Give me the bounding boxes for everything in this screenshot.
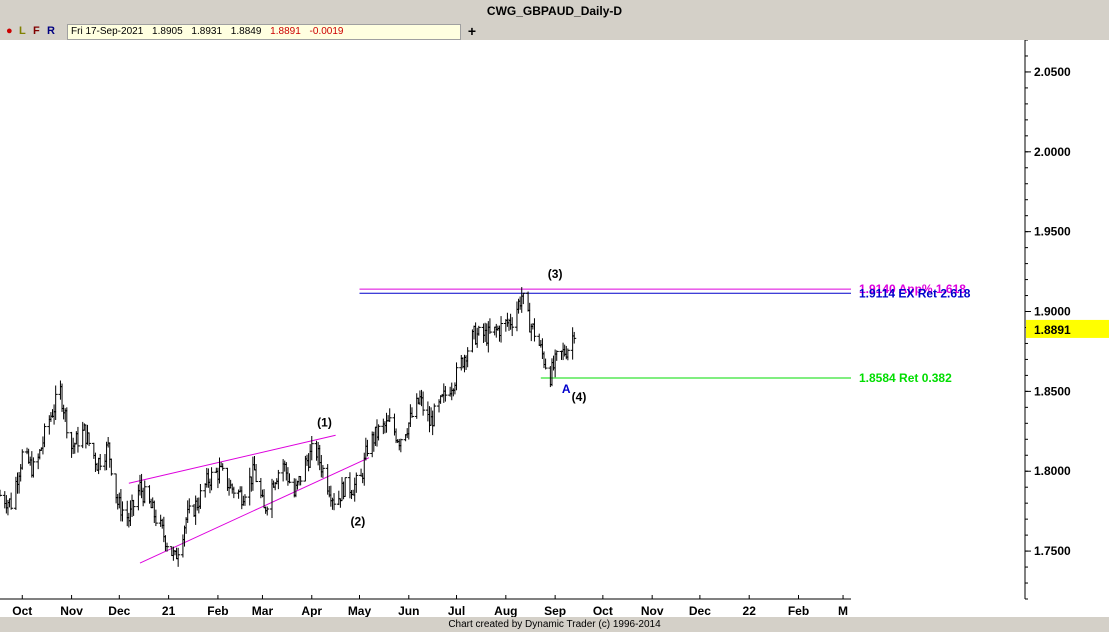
ratio-tool-button[interactable]: R <box>47 25 55 37</box>
ohlc-high: 1.8931 <box>191 26 223 37</box>
x-tick-label: 22 <box>743 604 757 617</box>
x-tick-label: May <box>348 604 372 617</box>
y-tick-label: 2.0500 <box>1034 65 1071 79</box>
y-axis-panel <box>1025 40 1109 599</box>
ohlc-open: 1.8905 <box>152 26 183 37</box>
add-button[interactable]: + <box>467 23 477 39</box>
wave-label: (2) <box>351 515 366 529</box>
x-tick-label: Nov <box>641 604 664 617</box>
chart-title: CWG_GBPAUD_Daily-D <box>0 0 1109 22</box>
x-tick-label: Sep <box>544 604 566 617</box>
x-tick-label: Mar <box>252 604 274 617</box>
ohlc-bars <box>0 287 577 567</box>
level-label: 1.9114 EX Ret 2.618 <box>859 286 971 300</box>
x-tick-label: Dec <box>689 604 711 617</box>
wave-label: (1) <box>317 416 332 430</box>
y-tick-label: 2.0000 <box>1034 145 1071 159</box>
x-tick-label: Jun <box>398 604 419 617</box>
wave-labels: (1) (2) (3) (4)A <box>317 267 586 529</box>
record-button[interactable]: ● <box>6 25 13 37</box>
trendline <box>128 434 336 484</box>
last-price-label: 1.8891 <box>1034 323 1071 337</box>
plot-area <box>0 40 851 599</box>
y-tick-label: 1.9500 <box>1034 225 1071 239</box>
x-tick-label: Nov <box>60 604 83 617</box>
ohlc-readout: Fri 17-Sep-2021 1.8905 1.8931 1.8849 1.8… <box>67 24 461 40</box>
x-axis-panel <box>0 599 1109 617</box>
x-tick-label: 21 <box>162 604 176 617</box>
x-tick-label: Apr <box>301 604 322 617</box>
ohlc-low: 1.8849 <box>230 26 262 37</box>
trendline <box>139 457 370 564</box>
line-tool-button[interactable]: L <box>19 25 26 37</box>
last-price-tag: 1.8891 <box>1026 319 1109 338</box>
x-tick-label: Oct <box>12 604 32 617</box>
y-tick-label: 1.9000 <box>1034 305 1071 319</box>
y-axis-ticks: 2.0500 2.0000 1.9500 1.9000 1.8500 1.8000 1.75… <box>1025 40 1071 600</box>
ohlc-change: -0.0019 <box>309 26 344 37</box>
x-axis-ticks: Oct Nov Dec 21 Feb Mar Apr May Jun Jul Aug Sep Oct No… <box>12 595 848 617</box>
wedge-trendlines <box>128 434 370 564</box>
ohlc-date: Fri 17-Sep-2021 <box>71 26 144 37</box>
x-tick-label: Feb <box>788 604 809 617</box>
wave-label: (3) <box>548 267 563 281</box>
y-tick-label: 1.8000 <box>1034 464 1071 478</box>
last-price-box <box>1026 319 1109 338</box>
level-label: 1.9140 App% 1.618 <box>859 282 966 296</box>
fib-tool-button[interactable]: F <box>33 25 40 37</box>
level-label: 1.8584 Ret 0.382 <box>859 371 952 385</box>
x-tick-label: Aug <box>494 604 517 617</box>
wave-label: A <box>562 382 571 396</box>
y-tick-label: 1.8500 <box>1034 384 1071 398</box>
x-tick-label: Dec <box>108 604 130 617</box>
x-tick-label: M <box>838 604 848 617</box>
x-tick-label: Jul <box>448 604 465 617</box>
ohlc-close: 1.8891 <box>270 26 301 37</box>
x-tick-label: Feb <box>207 604 228 617</box>
wave-label: (4) <box>572 390 587 404</box>
footer-credit: Chart created by Dynamic Trader (c) 1996… <box>448 619 661 630</box>
x-tick-label: Oct <box>593 604 613 617</box>
y-tick-label: 1.7500 <box>1034 544 1071 558</box>
right-margin-area <box>851 40 1025 599</box>
